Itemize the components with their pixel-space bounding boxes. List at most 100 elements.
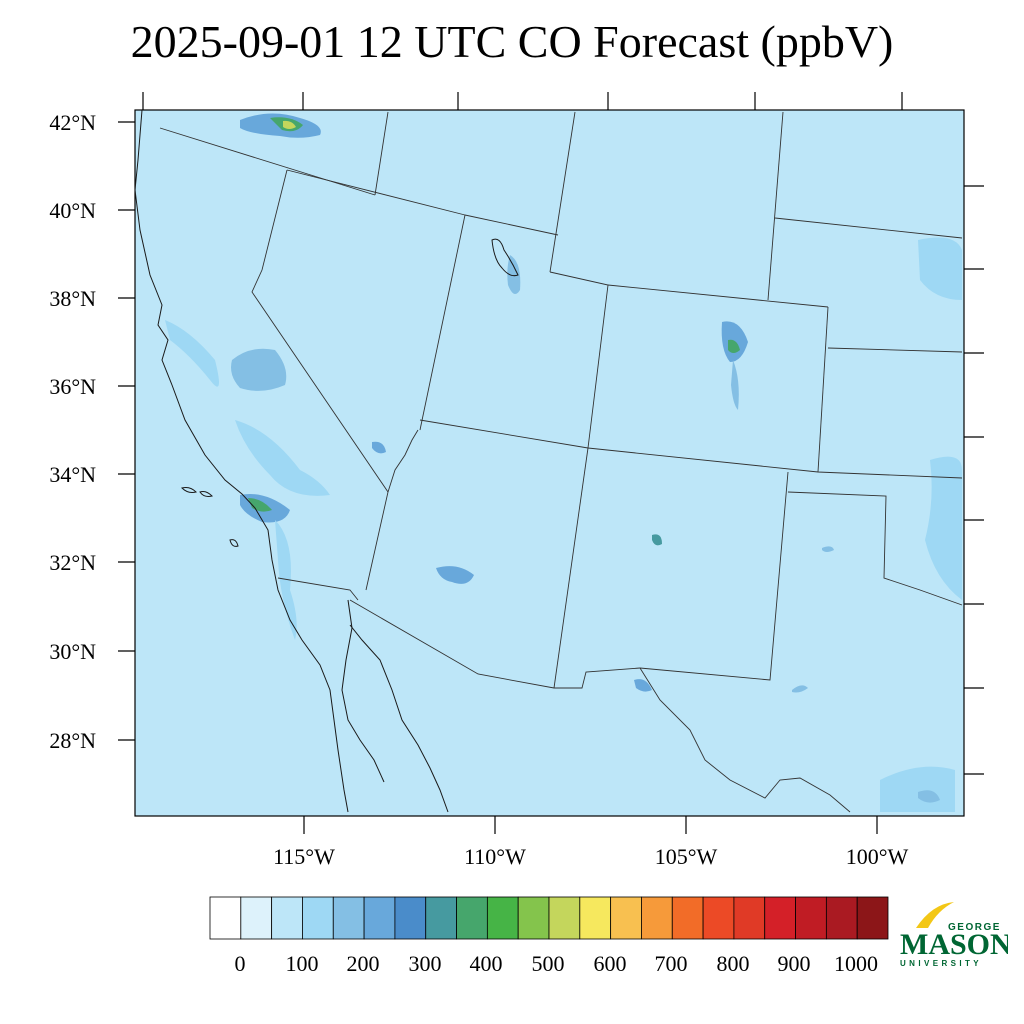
colorbar-swatch [425, 896, 457, 940]
boundary-oklahoma-panhandle [787, 491, 963, 606]
svg-text:UNIVERSITY: UNIVERSITY [900, 959, 982, 968]
boundary-us-mexico-west [277, 577, 359, 601]
colorbar-swatch [517, 896, 550, 940]
lat-label-42n: 42°N [49, 110, 96, 135]
lon-label-115w: 115°W [273, 844, 335, 869]
colorbar-label-600: 600 [593, 951, 627, 976]
lat-label-28n: 28°N [49, 728, 96, 753]
co-patch-el-paso [634, 679, 652, 692]
boundary-arizona-south [349, 599, 641, 689]
co-concentration-patches [165, 113, 962, 812]
co-patch-west-texas [822, 546, 834, 552]
lakes-and-islands [181, 238, 519, 547]
colorbar-label-200: 200 [346, 951, 380, 976]
colorbar-label-1000: 1000 [834, 951, 878, 976]
colorbar-swatch [856, 896, 889, 940]
boundary-california-oregon [159, 127, 376, 196]
boundary-wyoming-south [464, 214, 559, 236]
logo-accent-swoosh [916, 902, 954, 928]
boundary-idaho [374, 111, 389, 196]
co-patch-nebraska [918, 237, 962, 300]
co-patch-east-nm [792, 685, 808, 693]
colorbar-swatch [579, 896, 612, 940]
boundary-colorado-east [817, 306, 829, 473]
colorbar-label-800: 800 [716, 951, 750, 976]
co-patch-denver-south [731, 360, 739, 410]
lat-label-36n: 36°N [49, 374, 96, 399]
colorbar-label-400: 400 [469, 951, 503, 976]
colorbar-swatch [394, 896, 427, 940]
lon-label-110w: 110°W [464, 844, 526, 869]
axis-ticks [118, 92, 984, 834]
co-patch-central-valley-2 [235, 420, 330, 496]
channel-island-1 [181, 487, 197, 493]
colorbar-swatch [548, 896, 581, 940]
colorbar-swatch [733, 896, 766, 940]
lat-label-34n: 34°N [49, 462, 96, 487]
boundary-newmexico-texas [639, 471, 789, 681]
colorbar-swatch [271, 896, 303, 940]
boundary-colorado-north [607, 284, 829, 308]
svg-text:GEORGE: GEORGE [948, 922, 1001, 933]
colorbar-swatch [332, 896, 365, 940]
colorbar-swatch [702, 896, 735, 940]
boundary-colorado-river [387, 429, 419, 493]
colorbar-swatch [302, 896, 334, 940]
political-boundaries [159, 111, 963, 813]
colorbar [209, 896, 889, 940]
co-patch-phoenix [436, 566, 474, 584]
gulf-of-california-east-coast [349, 624, 449, 813]
colorbar-label-0: 0 [234, 951, 246, 976]
boundary-nevada-oregon [286, 169, 466, 216]
boundary-wyoming-west [549, 111, 576, 273]
co-patch-south-plains [925, 456, 962, 600]
lat-label-40n: 40°N [49, 198, 96, 223]
colorbar-swatch [486, 896, 519, 940]
colorbar-swatch [671, 896, 704, 940]
co-patch-north-california-peak [283, 120, 296, 129]
boundary-rio-grande [639, 667, 851, 813]
colorbar-label-300: 300 [408, 951, 442, 976]
colorbar-swatch [456, 896, 488, 940]
svg-text:MASON: MASON [900, 928, 1008, 961]
boundary-nevada-utah [419, 214, 466, 431]
lat-label-32n: 32°N [49, 550, 96, 575]
pacific-coastline [134, 109, 349, 813]
co-patch-salt-lake [507, 255, 521, 294]
co-patch-denver-core [728, 339, 740, 353]
colorbar-label-900: 900 [777, 951, 811, 976]
boundary-arizona-newmexico [553, 447, 589, 689]
colorbar-swatch [825, 896, 858, 940]
boundary-california-nevada [251, 169, 389, 591]
colorbar-swatch [641, 896, 673, 940]
colorbar-label-500: 500 [531, 951, 565, 976]
boundary-nebraska-kansas [827, 347, 963, 353]
george-mason-university-logo: GEORGE MASON UNIVERSITY [900, 902, 1008, 968]
channel-island-2 [199, 491, 213, 497]
colorbar-label-700: 700 [654, 951, 688, 976]
boundary-wyoming-nebraska [774, 217, 963, 239]
co-patch-central-valley-1 [165, 320, 219, 387]
colorbar-label-100: 100 [285, 951, 319, 976]
channel-island-3 [229, 539, 239, 547]
co-patch-san-joaquin [231, 348, 287, 391]
boundary-4-corners-row [419, 419, 963, 479]
coastlines [134, 109, 449, 813]
lon-label-105w: 105°W [654, 844, 718, 869]
boundary-wyoming-east [767, 111, 784, 301]
colorbar-swatch [764, 896, 796, 940]
co-patch-socal-core [248, 498, 272, 512]
great-salt-lake [491, 238, 519, 277]
baja-east-coast [341, 627, 385, 783]
colorbar-swatch [363, 896, 396, 940]
co-patch-texas-core [918, 790, 940, 803]
us-mexico-coast-join [347, 599, 353, 629]
lat-label-30n: 30°N [49, 639, 96, 664]
colorbar-swatch [240, 896, 273, 940]
colorbar-swatch [795, 896, 827, 940]
co-patch-las-vegas [372, 441, 386, 454]
lon-label-100w: 100°W [845, 844, 909, 869]
colorbar-swatch [610, 896, 642, 940]
lat-label-38n: 38°N [49, 286, 96, 311]
